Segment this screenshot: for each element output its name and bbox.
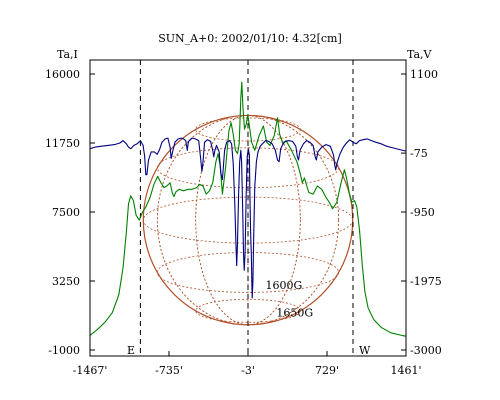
right-tick-label: -950 — [410, 206, 435, 219]
annotations: 1600G 1650G — [266, 279, 314, 320]
x-tick-label: -735' — [155, 364, 183, 377]
right-tick-label: -75 — [410, 147, 428, 160]
left-tick-label: 16000 — [45, 68, 80, 81]
series-line — [89, 81, 407, 337]
right-tick-label: -3000 — [410, 344, 442, 357]
axis-ticks: 16000 11750 7500 3250 -1000 1100 -75 -950 -1975 -… — [45, 68, 442, 377]
annotation-label: 1600G — [266, 279, 303, 292]
left-tick-label: 3250 — [52, 275, 80, 288]
annotation-label: 1650G — [276, 307, 313, 320]
x-tick-label: 1461' — [390, 364, 421, 377]
x-tick-label: -1467' — [73, 364, 108, 377]
chart-title: SUN_A+0: 2002/01/10: 4.32[cm] — [158, 32, 342, 45]
right-tick-label: 1100 — [410, 68, 438, 81]
marker-lines — [139, 60, 354, 356]
latitude-line — [156, 252, 340, 293]
x-tick-label: -3' — [241, 364, 255, 377]
x-tick-label: 729' — [315, 364, 339, 377]
right-tick-label: -1975 — [410, 275, 442, 288]
limb-label-east: E — [127, 344, 135, 357]
left-axis-label: Ta,I — [57, 48, 78, 61]
latitude-line — [195, 298, 301, 323]
left-tick-label: 11750 — [45, 137, 80, 150]
limb-label-west: W — [359, 344, 371, 357]
series-line — [89, 137, 407, 299]
latitude-line — [195, 117, 301, 142]
longitude-line — [195, 115, 301, 326]
right-axis-label: Ta,V — [407, 48, 433, 61]
series-layer — [89, 81, 407, 337]
latitude-line — [156, 147, 340, 189]
left-tick-label: 7500 — [52, 206, 80, 219]
left-tick-label: -1000 — [48, 344, 80, 357]
